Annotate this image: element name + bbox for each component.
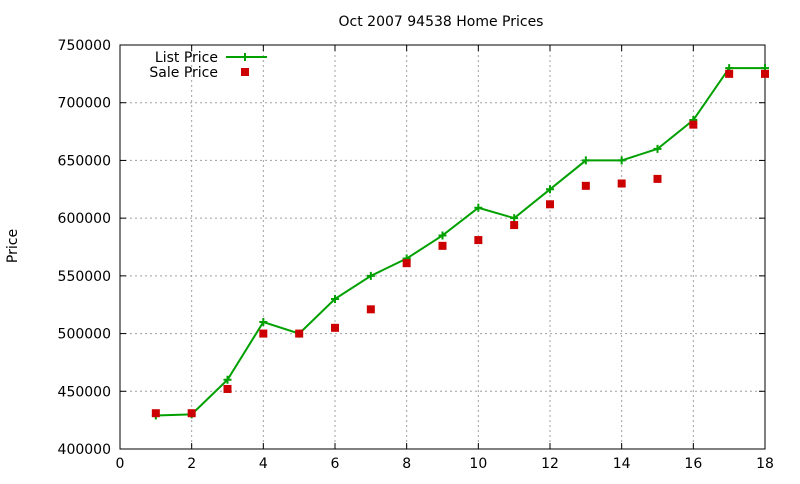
y-tick-label: 700000 xyxy=(58,96,111,112)
sale-price-point xyxy=(402,259,411,268)
y-tick-label: 500000 xyxy=(58,327,111,343)
list-price-point xyxy=(581,156,590,165)
sale-price-point xyxy=(331,323,339,332)
sale-price-point xyxy=(689,120,698,129)
sale-price-point xyxy=(761,69,769,78)
sale-price-point xyxy=(725,69,734,78)
x-tick-label: 14 xyxy=(613,456,631,472)
x-tick-label: 10 xyxy=(469,456,487,472)
list-price-point xyxy=(474,203,483,212)
list-price-point xyxy=(617,156,626,165)
grid xyxy=(120,45,765,449)
list-price-point xyxy=(366,271,375,280)
list-price-series xyxy=(151,64,769,420)
sale-price-series xyxy=(151,69,769,418)
y-tick-label: 450000 xyxy=(58,384,111,400)
chart-title: Oct 2007 94538 Home Prices xyxy=(339,14,544,30)
y-tick-label: 550000 xyxy=(58,269,111,285)
y-tick-label: 600000 xyxy=(58,211,111,227)
plot-border xyxy=(119,44,766,450)
sale-price-legend-marker xyxy=(241,68,249,76)
list-price-point xyxy=(438,231,447,240)
sale-price-point xyxy=(546,200,554,209)
x-tick-label: 2 xyxy=(187,456,196,472)
list-price-legend-label: List Price xyxy=(155,50,218,66)
y-tick-label: 650000 xyxy=(58,153,111,169)
x-tick-label: 0 xyxy=(116,456,125,472)
axes: 0 2 4 6 8 10 12 14 16 18 400000 450000 500000 550000 6… xyxy=(58,38,774,472)
sale-price-point xyxy=(259,329,268,338)
list-price-point xyxy=(653,144,662,153)
sale-price-point xyxy=(581,181,590,190)
sale-price-point xyxy=(438,241,447,250)
x-tick-label: 6 xyxy=(331,456,340,472)
list-price-point xyxy=(223,375,232,384)
y-axis-label: Price xyxy=(5,229,21,263)
list-price-point xyxy=(510,214,519,223)
sale-price-point xyxy=(223,384,232,393)
sale-price-point xyxy=(151,409,160,418)
list-price-line xyxy=(155,67,765,417)
sale-price-point xyxy=(187,409,196,418)
x-tick-label: 16 xyxy=(684,456,702,472)
sale-price-point xyxy=(510,221,519,230)
list-price-legend-marker xyxy=(241,53,249,61)
y-tick-label: 400000 xyxy=(58,442,111,458)
y-tick-label: 750000 xyxy=(58,38,111,54)
sale-price-point xyxy=(474,236,483,245)
list-price-point xyxy=(331,294,339,303)
list-price-point xyxy=(259,318,268,327)
series-layer xyxy=(151,64,769,420)
x-tick-label: 12 xyxy=(541,456,559,472)
sale-price-point xyxy=(617,179,626,188)
x-tick-label: 8 xyxy=(402,456,411,472)
sale-price-legend-label: Sale Price xyxy=(149,65,218,81)
list-price-point xyxy=(546,185,554,194)
sale-price-point xyxy=(366,305,375,314)
sale-price-point xyxy=(653,174,662,183)
x-tick-label: 4 xyxy=(259,456,268,472)
sale-price-point xyxy=(295,329,304,338)
x-tick-label: 18 xyxy=(756,456,774,472)
